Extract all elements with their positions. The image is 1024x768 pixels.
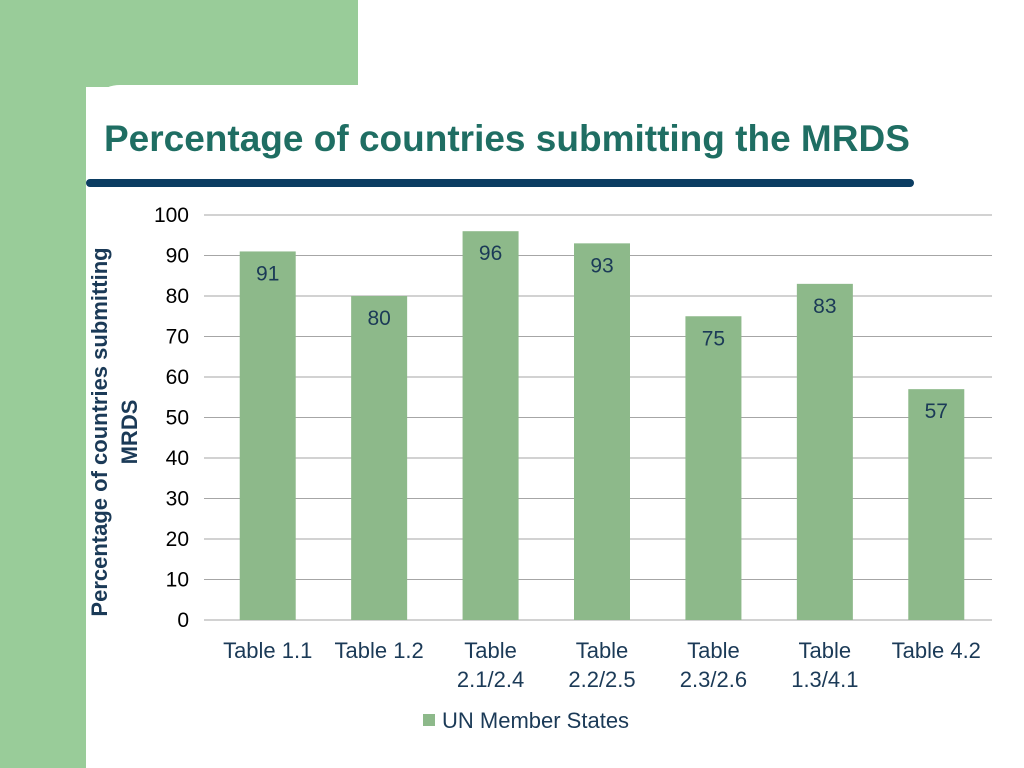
x-tick-label-2: Table 1.2 bbox=[334, 638, 423, 663]
legend: UN Member States bbox=[423, 708, 629, 733]
data-label-2: 80 bbox=[367, 307, 390, 330]
y-tick-label-20: 20 bbox=[166, 528, 189, 551]
y-tick-label-50: 50 bbox=[166, 407, 189, 430]
y-tick-label-80: 80 bbox=[166, 285, 189, 308]
data-label-1: 91 bbox=[256, 262, 279, 285]
legend-label: UN Member States bbox=[442, 708, 629, 733]
x-tick-label-4: Table 2.2/2.5 bbox=[568, 638, 635, 692]
x-tick-label-3: Table 2.1/2.4 bbox=[457, 638, 524, 692]
bar-6 bbox=[796, 283, 853, 620]
y-tick-label-70: 70 bbox=[166, 326, 189, 349]
bar-2 bbox=[351, 296, 408, 620]
data-label-3: 96 bbox=[479, 242, 502, 265]
x-axis-category-labels: Table 1.1 Table 1.2 Table 2.1/2.4 Table 2.2/2… bbox=[223, 638, 981, 692]
bar-5 bbox=[685, 316, 742, 620]
y-tick-label-60: 60 bbox=[166, 366, 189, 389]
y-tick-label-10: 10 bbox=[166, 569, 189, 592]
bar-4 bbox=[574, 243, 630, 620]
bar-3 bbox=[462, 231, 519, 620]
title-underline-rule bbox=[86, 179, 914, 187]
x-tick-label-7: Table 4.2 bbox=[892, 638, 981, 663]
x-tick-label-6: Table 1.3/4.1 bbox=[791, 638, 858, 692]
y-tick-label-0: 0 bbox=[177, 609, 189, 632]
y-tick-label-90: 90 bbox=[166, 245, 189, 268]
data-label-5: 75 bbox=[702, 327, 725, 350]
data-label-7: 57 bbox=[925, 400, 948, 423]
slide-title: Percentage of countries submitting the M… bbox=[104, 118, 910, 159]
y-tick-label-100: 100 bbox=[154, 204, 189, 227]
bar-1 bbox=[239, 251, 296, 620]
y-tick-label-30: 30 bbox=[166, 488, 189, 511]
data-labels: 91 80 96 93 75 83 57 bbox=[256, 242, 948, 423]
data-label-4: 93 bbox=[590, 254, 613, 277]
bars bbox=[239, 231, 965, 620]
legend-swatch bbox=[423, 714, 435, 726]
x-tick-label-1: Table 1.1 bbox=[223, 638, 312, 663]
x-tick-label-5: Table 2.3/2.6 bbox=[680, 638, 747, 692]
y-tick-label-40: 40 bbox=[166, 447, 189, 470]
bar-7 bbox=[908, 389, 965, 620]
decorative-green-bar-left bbox=[0, 0, 86, 768]
y-axis-title: Percentage of countries submitting MRDS bbox=[87, 247, 142, 616]
data-label-6: 83 bbox=[813, 295, 836, 318]
y-axis-tick-labels: 0 10 20 30 40 50 60 70 80 90 100 bbox=[154, 204, 189, 632]
